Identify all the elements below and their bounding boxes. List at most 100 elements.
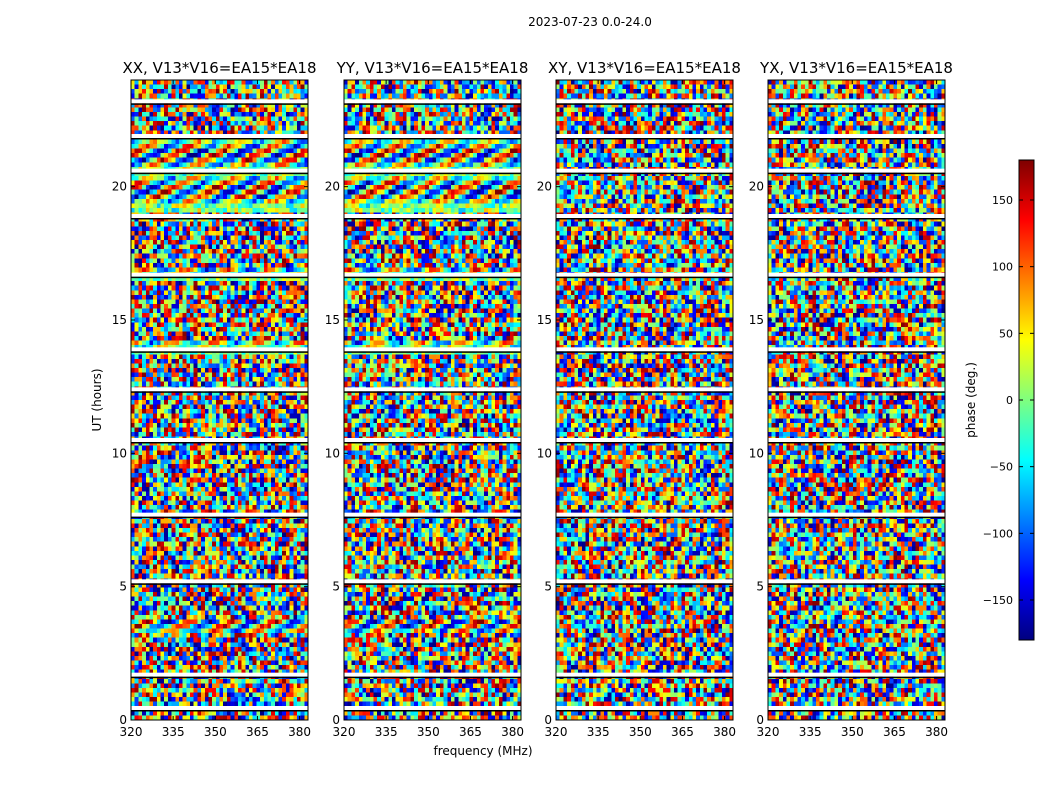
gap-row <box>344 172 521 175</box>
colorbar-tick-label: 0 <box>1006 394 1013 407</box>
colorbar: 150 100 50 0 −50 −100 −150 phase (deg.) <box>964 159 1035 641</box>
flagged-row <box>131 134 308 138</box>
gap-row <box>344 676 521 679</box>
flagged-row <box>768 272 945 277</box>
flagged-row <box>768 438 945 442</box>
y-tick-label: 15 <box>537 313 552 327</box>
y-tick-label: 5 <box>756 580 764 594</box>
y-tick-label: 15 <box>749 313 764 327</box>
y-tick-label: 20 <box>749 180 764 194</box>
flagged-row <box>131 672 308 677</box>
x-tick-label: 380 <box>288 725 311 739</box>
flagged-row <box>556 706 733 710</box>
x-tick-label: 380 <box>925 725 948 739</box>
gap-row <box>344 276 521 279</box>
gap-row <box>768 391 945 393</box>
gap-row <box>131 676 308 679</box>
colorbar-tick-label: 50 <box>999 327 1013 340</box>
y-axis-label: UT (hours) <box>90 368 104 431</box>
x-tick-label: 350 <box>417 725 440 739</box>
flagged-row <box>131 706 308 710</box>
gap-row <box>556 391 733 393</box>
flagged-row <box>344 347 521 352</box>
x-axis-label: frequency (MHz) <box>433 744 532 758</box>
gap-row <box>131 710 308 712</box>
gap-row <box>344 391 521 393</box>
gap-row <box>768 516 945 519</box>
panel-title: YX, V13*V16=EA15*EA18 <box>759 59 953 77</box>
flagged-row <box>768 512 945 517</box>
phase-heatmap-yy <box>344 80 521 720</box>
gap-row <box>131 276 308 279</box>
flagged-row <box>131 512 308 517</box>
y-tick-label: 10 <box>537 446 552 460</box>
gap-row <box>556 583 733 585</box>
gap-row <box>556 218 733 220</box>
gap-row <box>556 276 733 279</box>
gap-row <box>344 710 521 712</box>
gap-row <box>556 103 733 105</box>
colorbar-tick-label: 150 <box>992 194 1013 207</box>
x-tick-label: 365 <box>671 725 694 739</box>
gap-row <box>768 172 945 175</box>
x-tick-label: 320 <box>333 725 356 739</box>
gap-row <box>344 516 521 519</box>
gap-row <box>556 516 733 519</box>
flagged-row <box>556 512 733 517</box>
x-tick-label: 350 <box>204 725 227 739</box>
flagged-row <box>344 512 521 517</box>
gap-row <box>344 351 521 353</box>
flagged-row <box>344 387 521 392</box>
gap-row <box>344 583 521 585</box>
gap-row <box>131 218 308 220</box>
panel-frame <box>767 79 946 721</box>
flagged-row <box>344 134 521 138</box>
y-tick-label: 15 <box>112 313 127 327</box>
gap-row <box>556 138 733 140</box>
gap-row <box>131 516 308 519</box>
panel-title: XY, V13*V16=EA15*EA18 <box>548 59 741 77</box>
gap-row <box>131 103 308 105</box>
flagged-row <box>556 438 733 442</box>
gap-row <box>768 583 945 585</box>
y-tick-label: 15 <box>325 313 340 327</box>
gap-row <box>556 172 733 175</box>
x-tick-label: 320 <box>120 725 143 739</box>
phase-heatmap-yx <box>768 80 945 720</box>
x-tick-label: 350 <box>841 725 864 739</box>
colorbar-tick-label: 100 <box>992 261 1013 274</box>
gap-row <box>131 351 308 353</box>
flagged-row <box>768 579 945 584</box>
flagged-row <box>768 214 945 218</box>
panel-xx: XX, V13*V16=EA15*EA18 320 335 350 365 380 0 5 10… <box>112 59 317 739</box>
y-tick-label: 0 <box>544 713 552 727</box>
flagged-row <box>344 579 521 584</box>
gap-row <box>344 442 521 444</box>
gap-row <box>768 351 945 353</box>
x-tick-label: 335 <box>162 725 185 739</box>
flagged-row <box>556 272 733 277</box>
gap-row <box>556 676 733 679</box>
gap-row <box>131 391 308 393</box>
figure-suptitle: 2023-07-23 0.0-24.0 <box>528 15 652 29</box>
gap-row <box>131 442 308 444</box>
x-tick-label: 380 <box>713 725 736 739</box>
phase-heatmap-xx <box>131 80 308 720</box>
flagged-row <box>556 214 733 218</box>
flagged-row <box>344 706 521 710</box>
y-tick-label: 10 <box>112 446 127 460</box>
gap-row <box>556 442 733 444</box>
flagged-row <box>556 672 733 677</box>
gap-row <box>344 138 521 140</box>
panel-yx: YX, V13*V16=EA15*EA18 320 335 350 365 380 0 5 10… <box>749 59 953 739</box>
phase-heatmap-xy <box>556 80 733 720</box>
colorbar-tick-label: −50 <box>990 461 1013 474</box>
gap-row <box>131 138 308 140</box>
flagged-row <box>768 387 945 392</box>
x-tick-label: 365 <box>459 725 482 739</box>
flagged-row <box>344 168 521 173</box>
panel-frame <box>130 79 309 721</box>
y-tick-label: 5 <box>119 580 127 594</box>
flagged-row <box>768 706 945 710</box>
y-tick-label: 0 <box>119 713 127 727</box>
